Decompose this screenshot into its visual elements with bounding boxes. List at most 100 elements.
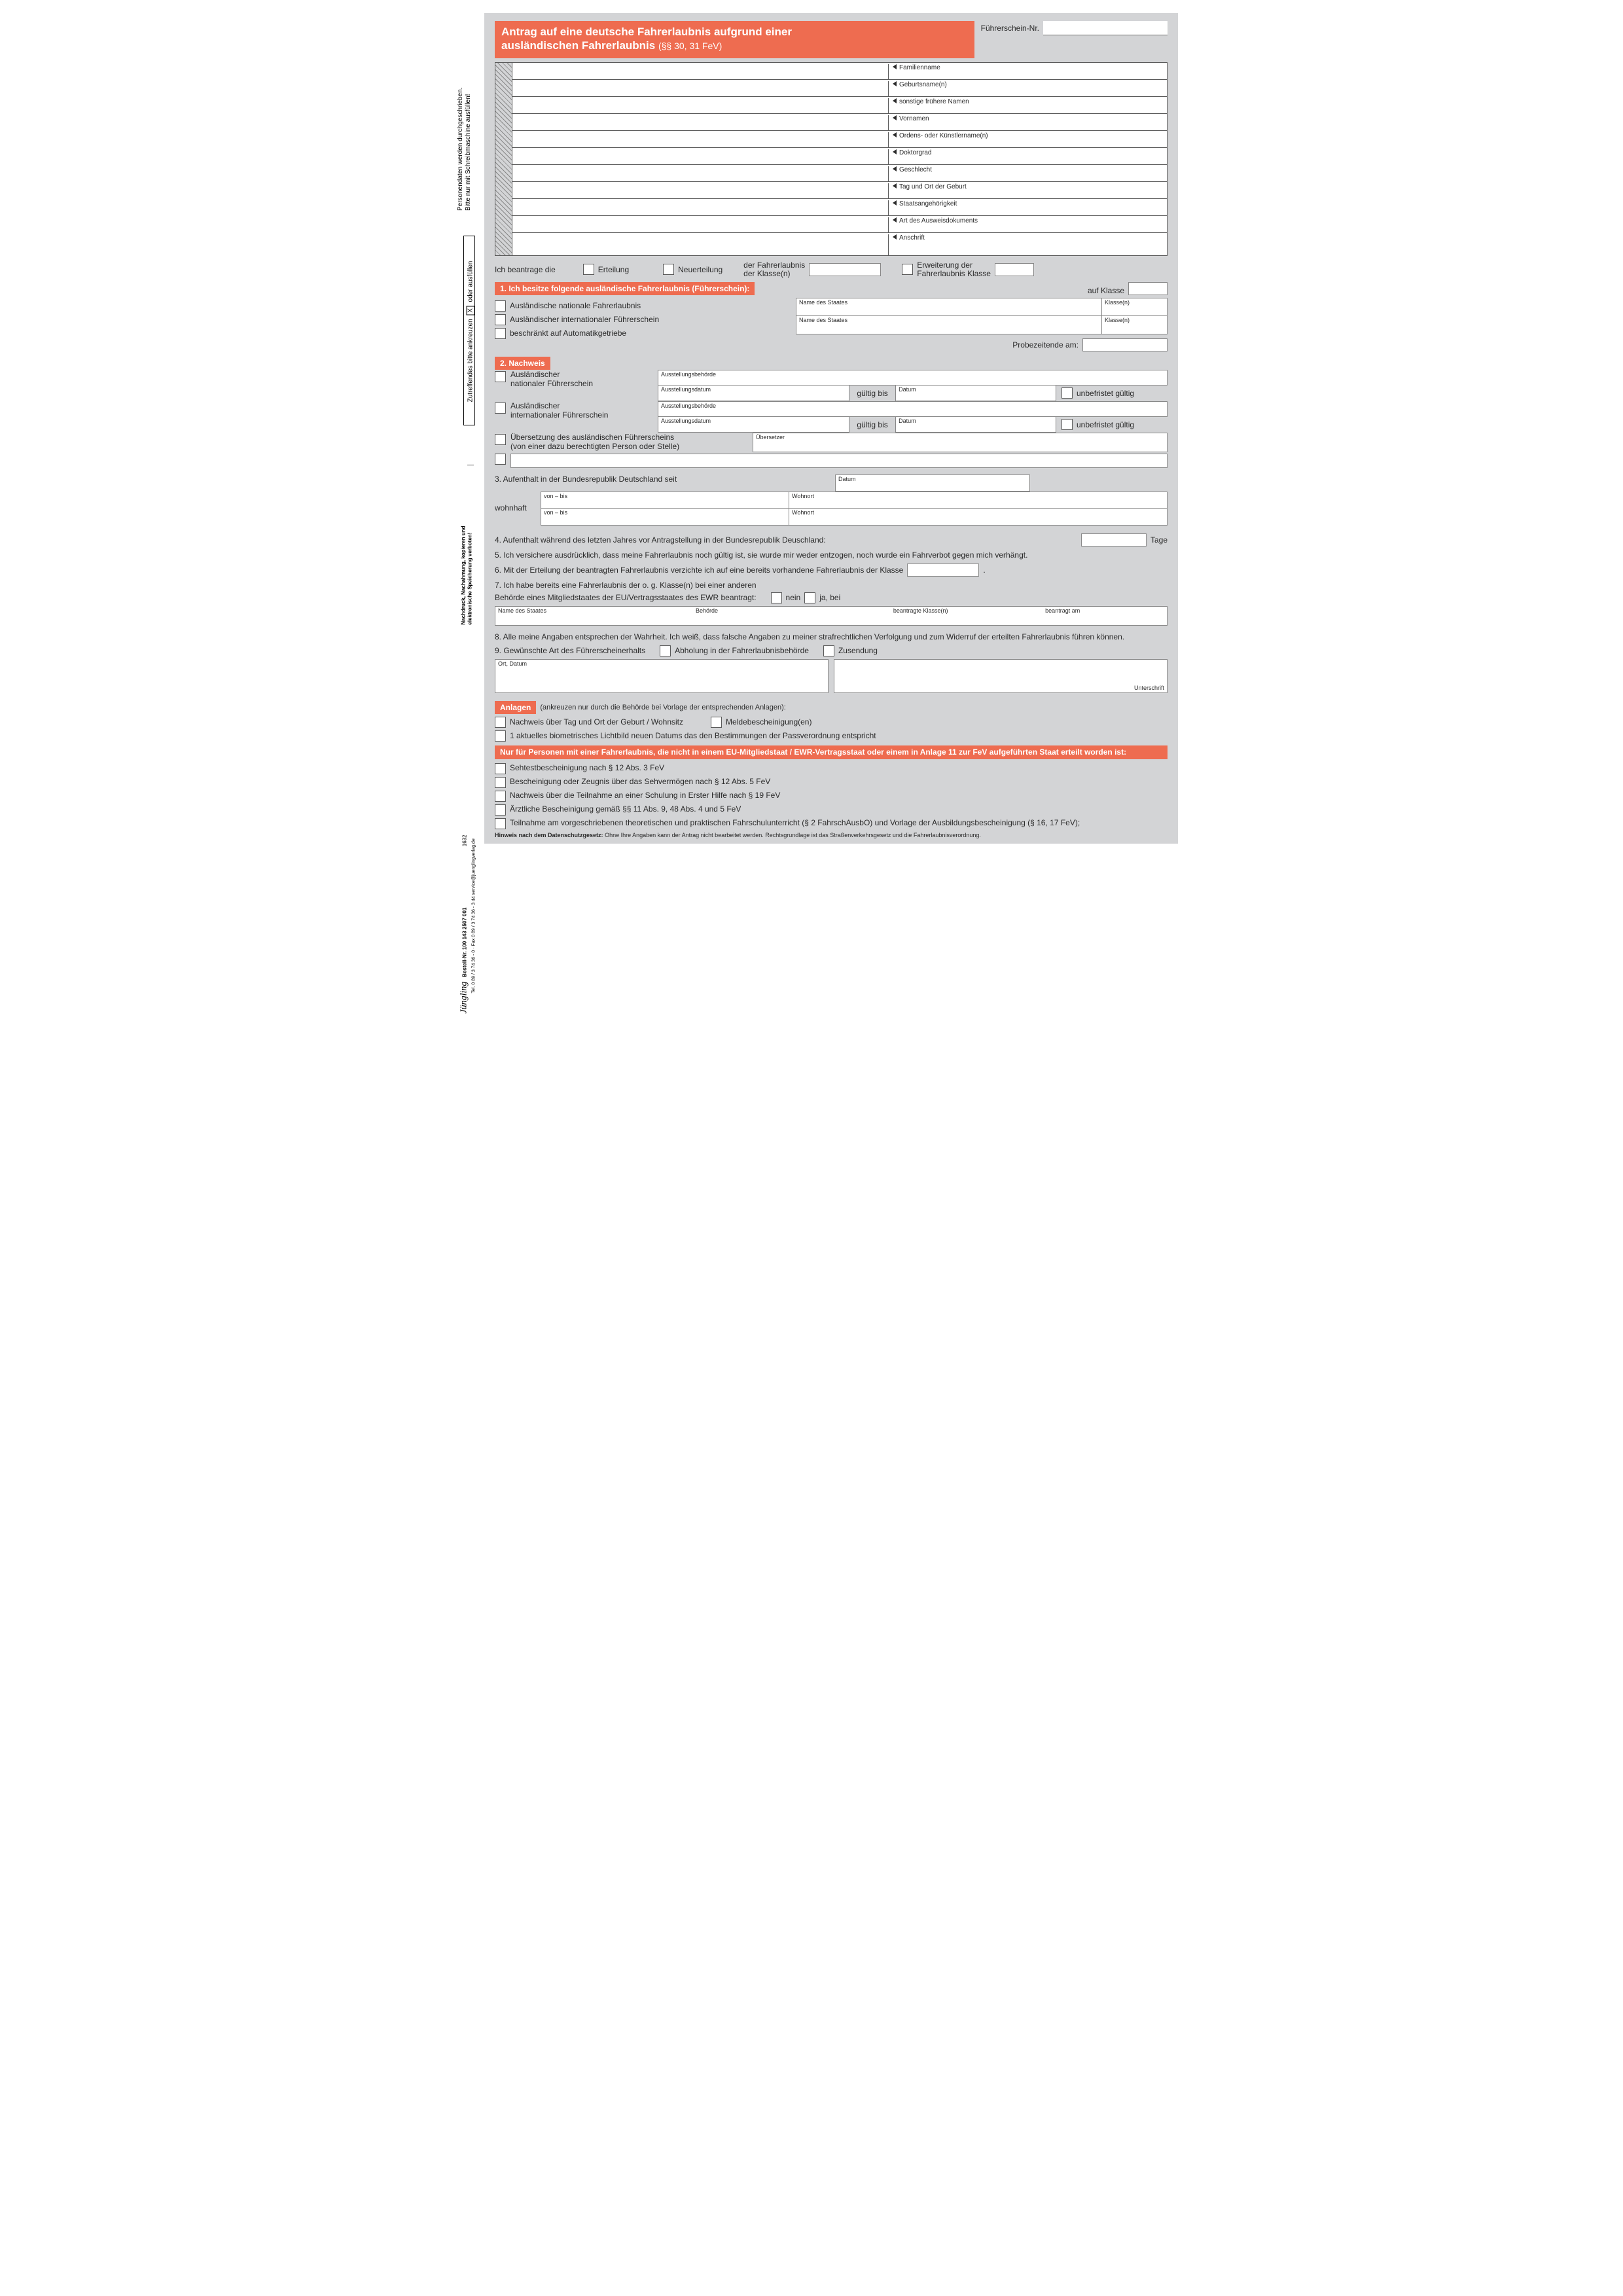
- cb-noneu-2[interactable]: [495, 791, 506, 802]
- anlagen-heading: Anlagen: [495, 701, 536, 714]
- label-vonbis: von – bis: [544, 493, 567, 499]
- personal-row[interactable]: Art des Ausweisdokuments: [512, 216, 1167, 233]
- personal-row[interactable]: sonstige frühere Namen: [512, 97, 1167, 114]
- cb-anlage-melde[interactable]: [711, 717, 722, 728]
- label-auf-klasse: auf Klasse: [1088, 286, 1124, 295]
- label-zusendung: Zusendung: [838, 646, 878, 655]
- label-nein: nein: [786, 593, 801, 602]
- cb-noneu-1[interactable]: [495, 777, 506, 788]
- cb-noneu-4[interactable]: [495, 818, 506, 829]
- cb-s1-intl[interactable]: [495, 314, 506, 325]
- s7-table[interactable]: Name des Staates Behörde beantragte Klas…: [495, 606, 1168, 626]
- input-probezeit[interactable]: [1082, 338, 1168, 351]
- cb-abholung[interactable]: [660, 645, 671, 656]
- cb-unbefristet-1[interactable]: [1061, 419, 1073, 430]
- input-staat2[interactable]: Name des Staates: [796, 316, 1102, 334]
- input-unterschrift[interactable]: Unterschrift: [834, 659, 1168, 693]
- triangle-left-icon: [893, 81, 897, 86]
- personal-row[interactable]: Familienname: [512, 63, 1167, 80]
- datenschutz-label: Hinweis nach dem Datenschutzgesetz:: [495, 832, 603, 838]
- input-wohnort1[interactable]: Wohnort: [789, 492, 1168, 509]
- cb-erweiterung[interactable]: [902, 264, 913, 275]
- cb-erteilung[interactable]: [583, 264, 594, 275]
- label-vonbis2: von – bis: [544, 509, 567, 516]
- label-noneu-0: Sehtestbescheinigung nach § 12 Abs. 3 Fe…: [510, 763, 1168, 772]
- cb-anlage-geburt[interactable]: [495, 717, 506, 728]
- triangle-left-icon: [893, 132, 897, 137]
- input-s6-klasse[interactable]: [907, 564, 979, 577]
- section1-heading: 1. Ich besitze folgende ausländische Fah…: [495, 282, 755, 295]
- label-s1-national: Ausländische nationale Fahrerlaubnis: [510, 301, 641, 310]
- label-wohnort2: Wohnort: [792, 509, 814, 516]
- section8-text: 8. Alle meine Angaben entsprechen der Wa…: [495, 632, 1168, 641]
- input-ausstellungsdatum-1[interactable]: Ausstellungsdatum: [658, 417, 849, 433]
- input-auf-klasse[interactable]: [1128, 282, 1168, 295]
- personal-row-label: Doktorgrad: [899, 149, 931, 156]
- input-seit-datum[interactable]: Datum: [835, 475, 1030, 492]
- label-ort-datum: Ort, Datum: [498, 660, 527, 667]
- fs-number-label: Führerschein-Nr.: [981, 24, 1039, 33]
- rail-text: Bitte nur mit Schreibmaschine ausfüllen!: [465, 94, 472, 211]
- personal-row[interactable]: Staatsangehörigkeit: [512, 199, 1167, 216]
- side-rail: Personendaten werden durchgeschrieben. B…: [445, 13, 484, 844]
- input-klasse[interactable]: [809, 263, 881, 276]
- input-vonbis2[interactable]: von – bis: [541, 509, 789, 526]
- input-klasse2[interactable]: Klasse(n): [1102, 316, 1168, 334]
- cb-s7-nein[interactable]: [771, 592, 782, 603]
- personal-row[interactable]: Vornamen: [512, 114, 1167, 131]
- input-gueltigdatum-0[interactable]: Datum: [895, 386, 1056, 401]
- personal-row[interactable]: Geburtsname(n): [512, 80, 1167, 97]
- datenschutz-hinweis: Hinweis nach dem Datenschutzgesetz: Ohne…: [495, 832, 1168, 838]
- input-behoerde-1[interactable]: Ausstellungsbehörde: [658, 401, 1168, 417]
- carbon-hatch: [495, 62, 512, 256]
- cb-noneu-3[interactable]: [495, 804, 506, 816]
- cb-zusendung[interactable]: [823, 645, 834, 656]
- apply-prefix: Ich beantrage die: [495, 265, 556, 274]
- input-extra[interactable]: [510, 454, 1168, 468]
- cb-anlage-lichtbild[interactable]: [495, 730, 506, 742]
- input-behoerde-0[interactable]: Ausstellungsbehörde: [658, 370, 1168, 386]
- input-klasse1[interactable]: Klasse(n): [1102, 298, 1168, 316]
- fs-number-input[interactable]: [1043, 21, 1168, 35]
- personal-row[interactable]: Doktorgrad: [512, 148, 1167, 165]
- personal-row-label: Anschrift: [899, 234, 925, 242]
- input-tage[interactable]: [1081, 533, 1147, 547]
- cb-unbefristet-0[interactable]: [1061, 387, 1073, 399]
- personal-row-label: Tag und Ort der Geburt: [899, 183, 967, 190]
- cb-extra[interactable]: [495, 454, 506, 465]
- cb-nachweis-intl[interactable]: [495, 403, 506, 414]
- col-klasse: beantragte Klasse(n): [893, 607, 1045, 625]
- personal-row-label: Familienname: [899, 64, 940, 71]
- input-staat1[interactable]: Name des Staates: [796, 298, 1102, 316]
- input-erw-klasse[interactable]: [995, 263, 1034, 276]
- input-ort-datum[interactable]: Ort, Datum: [495, 659, 829, 693]
- cb-neuerteilung[interactable]: [663, 264, 674, 275]
- label-unterschrift: Unterschrift: [1134, 685, 1164, 691]
- label-noneu-3: Ärztliche Bescheinigung gemäß §§ 11 Abs.…: [510, 804, 1168, 814]
- label-datum: Datum: [838, 476, 856, 482]
- triangle-left-icon: [893, 64, 897, 69]
- cb-s1-auto[interactable]: [495, 328, 506, 339]
- input-vonbis1[interactable]: von – bis: [541, 492, 789, 509]
- cb-s1-national[interactable]: [495, 300, 506, 312]
- cb-noneu-0[interactable]: [495, 763, 506, 774]
- title-line2: ausländischen Fahrerlaubnis: [501, 39, 655, 52]
- personal-rows: Familienname Geburtsname(n)sonstige frühe…: [512, 62, 1168, 256]
- personal-row-label: sonstige frühere Namen: [899, 98, 969, 105]
- personal-row[interactable]: Geschlecht: [512, 165, 1167, 182]
- cb-s7-ja[interactable]: [804, 592, 815, 603]
- input-gueltigdatum-1[interactable]: Datum: [895, 417, 1056, 433]
- cb-nachweis-nat[interactable]: [495, 371, 506, 382]
- personal-row-label: Ordens- oder Künstlername(n): [899, 132, 988, 139]
- order-nr: 100 143 2507 001: [461, 908, 467, 950]
- input-wohnort2[interactable]: Wohnort: [789, 509, 1168, 526]
- personal-row[interactable]: Anschrift: [512, 233, 1167, 255]
- personal-row[interactable]: Ordens- oder Künstlername(n): [512, 131, 1167, 148]
- col-datum: beantragt am: [1045, 607, 1167, 625]
- cb-uebersetzung[interactable]: [495, 434, 506, 445]
- input-uebersetzer[interactable]: Übersetzer: [753, 433, 1168, 452]
- personal-row[interactable]: Tag und Ort der Geburt: [512, 182, 1167, 199]
- input-ausstellungsdatum-0[interactable]: Ausstellungsdatum: [658, 386, 849, 401]
- period: .: [983, 565, 985, 575]
- label-noneu-1: Bescheinigung oder Zeugnis über das Sehv…: [510, 777, 1168, 786]
